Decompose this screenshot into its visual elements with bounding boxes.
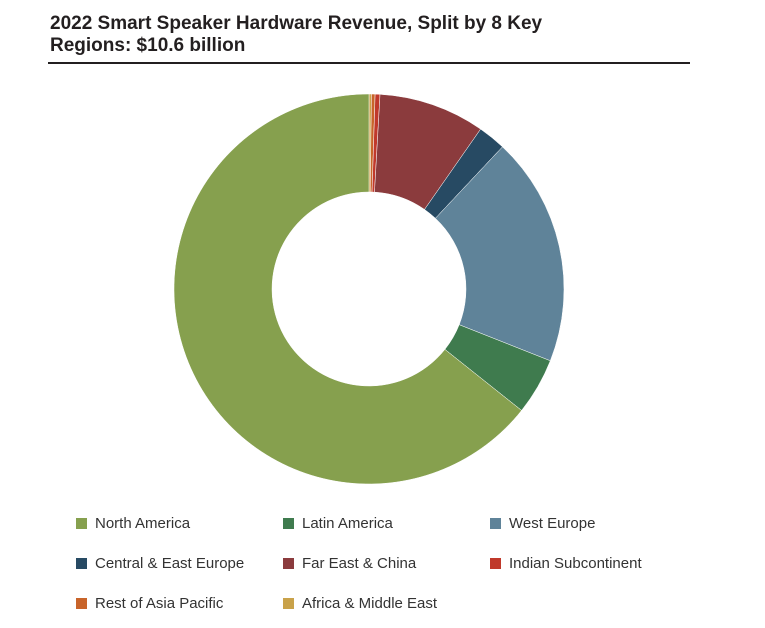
slice-north-america [173, 93, 522, 485]
chart-title-line-1: 2022 Smart Speaker Hardware Revenue, Spl… [50, 13, 543, 34]
legend-swatch [283, 517, 294, 529]
legend-label: Indian Subcontinent [509, 554, 642, 572]
legend-swatch [76, 517, 87, 529]
legend-label: Latin America [302, 514, 393, 532]
legend-swatch [490, 517, 501, 529]
legend-swatch [490, 557, 501, 569]
legend-swatch [283, 557, 294, 569]
legend-item-north-america: North America [76, 513, 190, 533]
legend-swatch [76, 557, 87, 569]
chart-title-line-2: Regions: $10.6 billion [50, 35, 246, 56]
legend-item-far-east-china: Far East & China [283, 553, 416, 573]
legend-label: West Europe [509, 514, 596, 532]
legend-label: Africa & Middle East [302, 594, 438, 612]
legend-label: Far East & China [302, 554, 417, 572]
legend-item-indian-subcontinent: Indian Subcontinent [490, 553, 642, 573]
legend-item-central-east-europe: Central & East Europe [76, 553, 244, 573]
legend-label: North America [95, 514, 191, 532]
slice-west-europe [435, 146, 565, 362]
title-rule [48, 62, 690, 64]
legend-item-africa-middle-east: Africa & Middle East [283, 593, 437, 613]
legend-label: Central & East Europe [95, 554, 245, 572]
chart-title: 2022 Smart Speaker Hardware Revenue, Spl… [50, 13, 690, 57]
legend-swatch [283, 597, 294, 609]
legend-item-rest-of-asia-pacific: Rest of Asia Pacific [76, 593, 223, 613]
legend-label: Rest of Asia Pacific [95, 594, 224, 612]
legend-item-west-europe: West Europe [490, 513, 595, 533]
legend-swatch [76, 597, 87, 609]
legend-item-latin-america: Latin America [283, 513, 393, 533]
